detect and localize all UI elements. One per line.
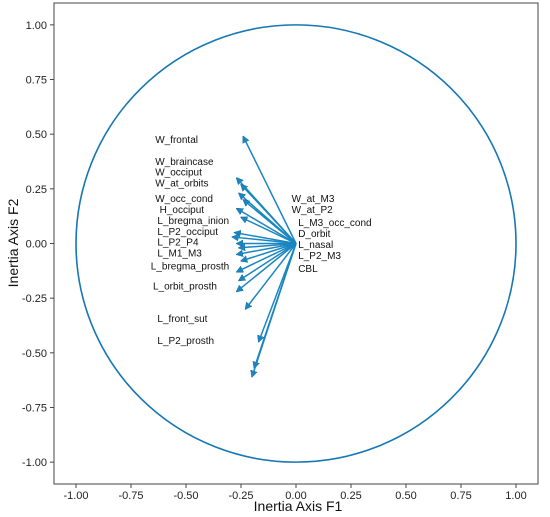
x-tick-label: 0.50 xyxy=(395,490,416,502)
x-tick-label: 1.00 xyxy=(505,490,526,502)
variable-arrow xyxy=(237,242,297,292)
variable-label: W_occ_cond xyxy=(155,194,213,205)
variable-label: L_P2_M3 xyxy=(298,251,341,262)
unit-circle xyxy=(75,24,517,463)
x-tick-label: -0.50 xyxy=(173,490,198,502)
variable-arrow xyxy=(232,237,297,245)
variable-arrow xyxy=(237,242,297,255)
variable-label: H_occiput xyxy=(160,205,205,216)
x-tick-label: -0.75 xyxy=(118,490,143,502)
variable-arrow xyxy=(243,200,297,245)
x-tick-label: -0.25 xyxy=(228,490,253,502)
variable-label: L_bregma_inion xyxy=(157,216,229,227)
y-ticks: 1.00 0.75 0.50 0.25 0.00 -0.25 -0.50 -0.75 -1.00 xyxy=(22,20,54,469)
variable-label: W_braincase xyxy=(155,157,214,168)
unit-circle-layer xyxy=(75,24,517,463)
variable-label: L_P2_prosth xyxy=(157,336,214,347)
variable-label: L_P2_P4 xyxy=(157,238,199,249)
variable-arrow xyxy=(241,216,297,245)
x-tick-label: 0.00 xyxy=(285,490,306,502)
variable-label: W_occiput xyxy=(155,168,202,179)
variable-label: L_front_sut xyxy=(157,314,207,325)
x-tick-label: 0.25 xyxy=(340,490,361,502)
variable-label: D_orbit xyxy=(298,229,330,240)
variable-arrow xyxy=(241,242,297,261)
arrows-layer xyxy=(232,136,297,377)
y-tick-label: 0.00 xyxy=(26,239,47,251)
y-tick-label: 0.75 xyxy=(26,75,47,87)
x-axis-title: Inertia Axis F1 xyxy=(254,498,343,514)
x-tick-label: -1.00 xyxy=(63,490,88,502)
variable-arrow xyxy=(239,242,297,281)
variable-label: L_M3_occ_cond xyxy=(298,218,371,229)
y-tick-label: -1.00 xyxy=(22,457,47,469)
variable-arrow xyxy=(242,136,297,244)
variable-arrow xyxy=(241,184,297,245)
variable-arrow xyxy=(239,242,297,248)
x-ticks: -1.00 -0.75 -0.50 -0.25 0.00 0.25 0.50 0.75 1.00 xyxy=(63,484,527,502)
y-axis-title: Inertia Axis F2 xyxy=(5,198,21,287)
y-tick-label: -0.75 xyxy=(22,402,47,414)
variable-label: W_frontal xyxy=(155,135,198,146)
variable-label: W_at_M3 xyxy=(292,194,335,205)
variable-arrow xyxy=(237,207,297,245)
variable-labels-layer: W_frontal W_braincaseW_occiputW_at_orbits… xyxy=(151,135,372,347)
variable-label: L_bregma_prosth xyxy=(151,262,229,273)
variable-label: W_at_P2 xyxy=(292,205,334,216)
x-tick-label: 0.75 xyxy=(450,490,471,502)
variable-label: W_at_orbits xyxy=(155,179,208,190)
y-tick-label: 0.50 xyxy=(26,129,47,141)
variable-label: L_M1_M3 xyxy=(157,249,202,260)
variable-label: L_nasal xyxy=(298,240,333,251)
variable-label: L_orbit_prosth xyxy=(153,281,217,292)
variable-arrow xyxy=(234,233,297,245)
variable-label: L_P2_occiput xyxy=(157,227,218,238)
y-tick-label: 0.25 xyxy=(26,184,47,196)
variable-arrow xyxy=(245,243,297,310)
y-tick-label: -0.25 xyxy=(22,293,47,305)
variable-arrow xyxy=(237,242,297,273)
variable-label: CBL xyxy=(298,264,318,275)
variable-arrow xyxy=(252,243,297,377)
y-tick-label: -0.50 xyxy=(22,348,47,360)
y-tick-label: 1.00 xyxy=(26,20,47,32)
